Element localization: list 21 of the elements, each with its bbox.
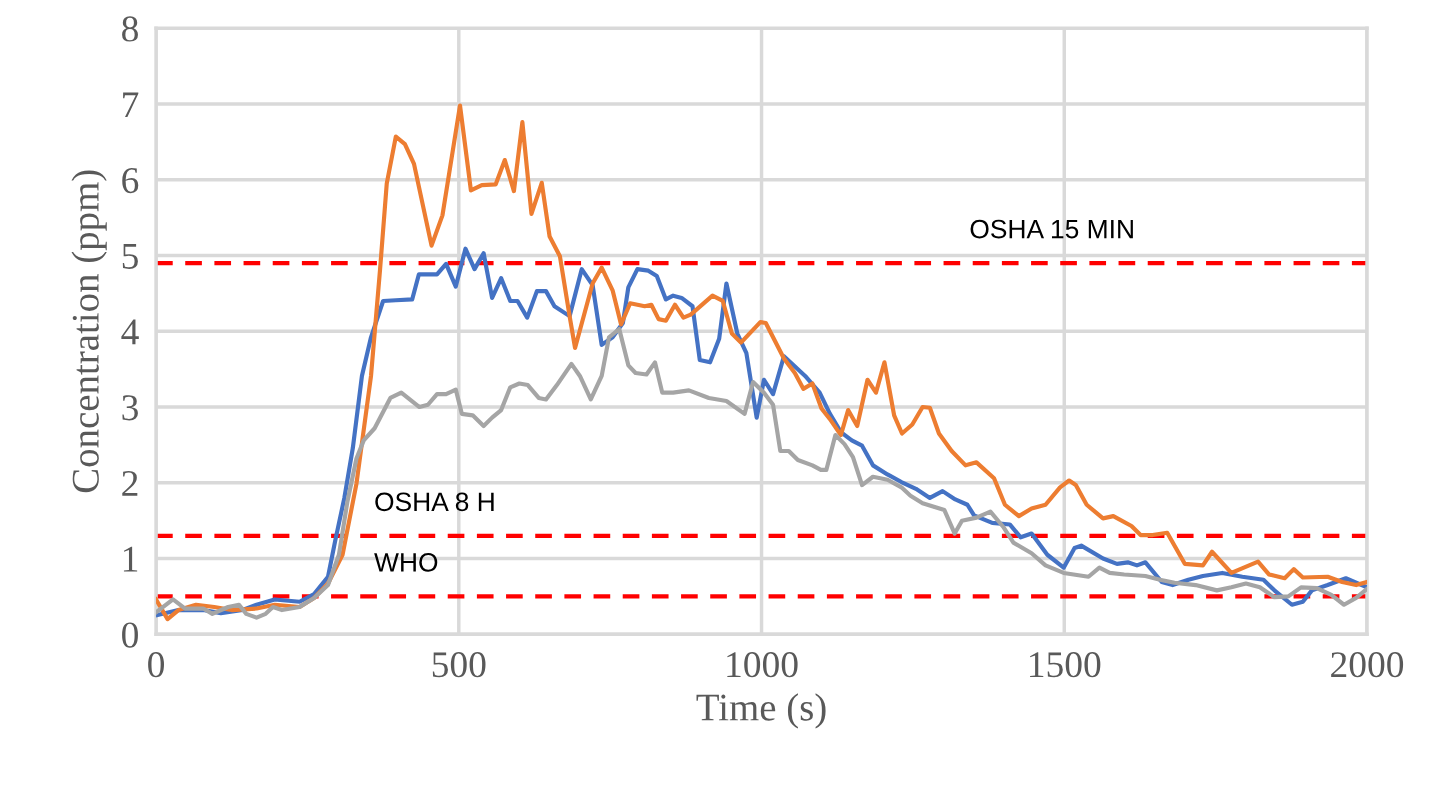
ref-line-label: OSHA 15 MIN <box>970 219 1133 239</box>
y-tick-label: 4 <box>121 319 139 345</box>
y-tick-label: 6 <box>122 167 139 194</box>
y-tick-label: 2 <box>122 470 138 496</box>
x-tick-label: 2000 <box>1331 652 1404 678</box>
y-tick-label: 1 <box>123 546 138 572</box>
x-tick-label: 1500 <box>1030 652 1101 678</box>
y-tick-label: 5 <box>122 243 138 269</box>
x-tick-label: 500 <box>432 652 486 678</box>
x-tick-label: 0 <box>148 652 164 678</box>
line-series <box>156 326 1368 620</box>
ref-line-label: WHO <box>374 553 438 572</box>
y-tick-label: 3 <box>122 395 138 421</box>
line-series <box>156 103 1368 622</box>
y-tick-label: 0 <box>122 622 138 648</box>
y-tick-label: 7 <box>123 92 139 118</box>
y-tick-label: 8 <box>122 16 138 42</box>
x-tick-label: 1000 <box>727 652 798 678</box>
x-axis-title: Time (s) <box>696 693 826 729</box>
ref-line-label: OSHA 8 H <box>375 492 494 512</box>
y-axis-title: Concentration (ppm) <box>71 170 107 493</box>
